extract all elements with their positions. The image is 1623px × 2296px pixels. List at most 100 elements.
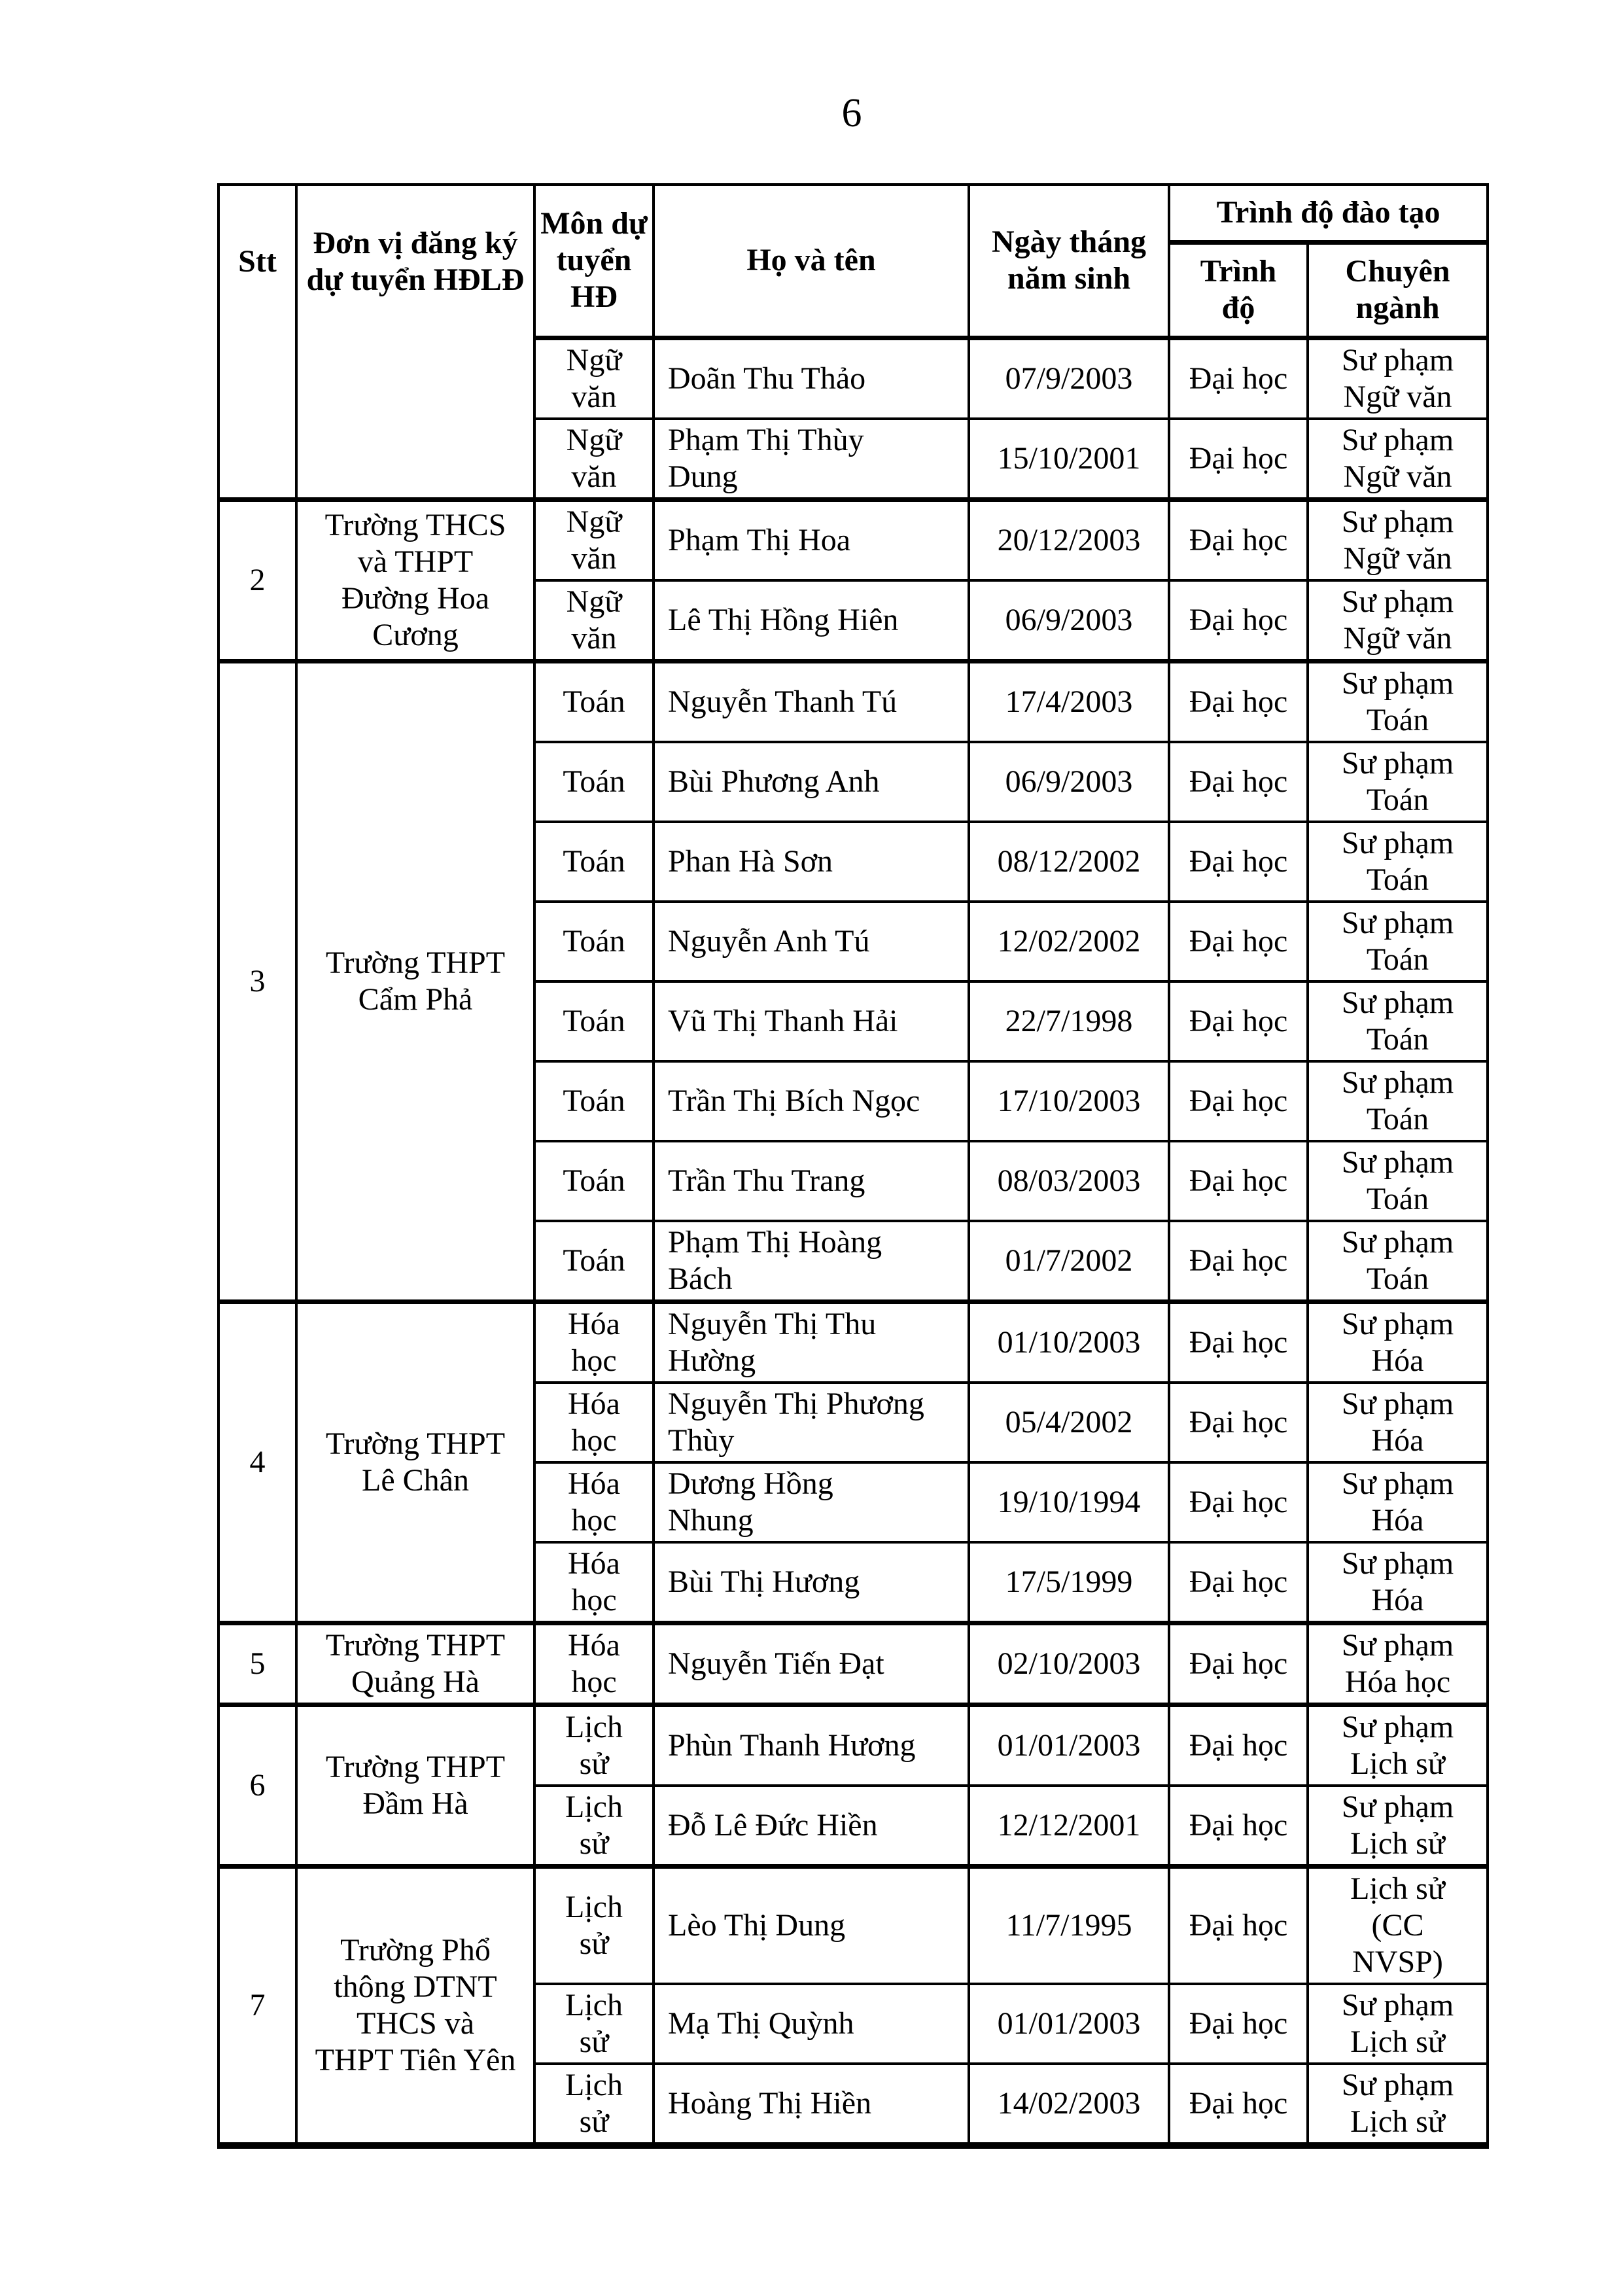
table-row: Toán Nguyễn Anh Tú 12/02/2002 Đại học Sư phạ… xyxy=(218,900,1490,983)
major-cell: Sư phạm Toán xyxy=(1306,1139,1490,1222)
table-row: Toán Phạm Thị Hoàng Bách 01/7/2002 Đại học S… xyxy=(218,1219,1490,1303)
table-row: Lịch sử Hoàng Thị Hiền 14/02/2003 Đại học Sư… xyxy=(218,2062,1490,2147)
level-cell: Đại học xyxy=(1168,1620,1309,1706)
major-cell: Sư phạm Toán xyxy=(1306,820,1490,903)
major-cell: Sư phạm Ngữ văn xyxy=(1306,497,1490,582)
dob-cell: 01/01/2003 xyxy=(968,1702,1170,1787)
subject-cell: Lịch sử xyxy=(533,1863,655,1985)
dob-cell: 01/01/2003 xyxy=(968,1982,1170,2065)
table-row: Hóa học Dương Hồng Nhung 19/10/1994 Đại học… xyxy=(218,1460,1490,1544)
table-row: Ngữ văn Lê Thị Hồng Hiên 06/9/2003 Đại học S… xyxy=(218,578,1490,662)
stt-cell: 5 xyxy=(217,1620,298,1706)
name-cell: Phùn Thanh Hương xyxy=(652,1702,970,1787)
major-cell: Sư phạm Ngữ văn xyxy=(1306,417,1490,501)
table-row: Toán Trần Thị Bích Ngọc 17/10/2003 Đại học S… xyxy=(218,1059,1490,1142)
name-cell: Nguyễn Thanh Tú xyxy=(652,658,970,743)
stt-cell: 2 xyxy=(217,497,298,662)
table-body: Ngữ văn Doãn Thu Thảo 07/9/2003 Đại học Sư p… xyxy=(217,336,1490,2147)
major-cell: Sư phạm Ngữ văn xyxy=(1306,578,1490,662)
stt-cell: 6 xyxy=(217,1702,298,1867)
unit-cell: Trường THPT Cẩm Phả xyxy=(295,658,536,1303)
name-cell: Mạ Thị Quỳnh xyxy=(652,1982,970,2065)
dob-cell: 22/7/1998 xyxy=(968,980,1170,1063)
table-row: 6 Trường THPT Đầm Hà Lịch sử Phùn Thanh Hươ… xyxy=(217,1702,1490,1867)
level-cell: Đại học xyxy=(1168,1139,1309,1222)
dob-cell: 11/7/1995 xyxy=(968,1863,1170,1985)
header-level: Trình độ xyxy=(1168,241,1309,340)
major-cell: Sư phạm Hóa xyxy=(1306,1460,1490,1544)
level-cell: Đại học xyxy=(1168,1863,1309,1985)
level-cell: Đại học xyxy=(1168,900,1309,983)
name-cell: Nguyễn Thị Thu Hường xyxy=(652,1299,970,1384)
major-cell: Sư phạm Hóa học xyxy=(1306,1620,1490,1706)
subject-cell: Hóa học xyxy=(533,1540,655,1624)
name-cell: Nguyễn Anh Tú xyxy=(652,900,970,983)
level-cell: Đại học xyxy=(1168,2062,1309,2147)
level-cell: Đại học xyxy=(1168,1059,1309,1142)
level-cell: Đại học xyxy=(1168,336,1309,420)
table-row: 3 Trường THPT Cẩm Phả Toán Nguyễn Thanh Tú 1… xyxy=(217,658,1490,1303)
subject-cell: Ngữ văn xyxy=(533,417,655,501)
name-cell: Lê Thị Hồng Hiên xyxy=(652,578,970,662)
table-row: Toán Phan Hà Sơn 08/12/2002 Đại học Sư phạm … xyxy=(218,820,1490,903)
level-cell: Đại học xyxy=(1168,1982,1309,2065)
dob-cell: 06/9/2003 xyxy=(968,740,1170,823)
level-cell: Đại học xyxy=(1168,658,1309,743)
subject-cell: Toán xyxy=(533,1059,655,1142)
name-cell: Bùi Phương Anh xyxy=(652,740,970,823)
subject-cell: Hóa học xyxy=(533,1620,655,1706)
applicants-table: Stt Đơn vị đăng ký dự tuyển HĐLĐ Môn dự … xyxy=(217,183,1490,2149)
table-row: Lịch sử Đỗ Lê Đức Hiền 12/12/2001 Đại học Sư… xyxy=(218,1784,1490,1867)
name-cell: Trần Thị Bích Ngọc xyxy=(652,1059,970,1142)
table-row: 2 Trường THCS và THPT Đường Hoa Cương Ngữ … xyxy=(217,497,1490,662)
table-row: 4 Trường THPT Lê Chân Hóa học Nguyễn Thị Th… xyxy=(217,1299,1490,1624)
table-row: Ngữ văn Doãn Thu Thảo 07/9/2003 Đại học Sư p… xyxy=(217,336,1490,501)
table-header: Stt Đơn vị đăng ký dự tuyển HĐLĐ Môn dự … xyxy=(217,183,1490,340)
major-cell: Lịch sử (CC NVSP) xyxy=(1306,1863,1490,1985)
subject-cell: Hóa học xyxy=(533,1299,655,1384)
subject-cell: Lịch sử xyxy=(533,1702,655,1787)
level-cell: Đại học xyxy=(1168,1381,1309,1464)
unit-cell: Trường THPT Đầm Hà xyxy=(295,1702,536,1867)
subject-cell: Lịch sử xyxy=(533,1982,655,2065)
level-cell: Đại học xyxy=(1168,497,1309,582)
dob-cell: 20/12/2003 xyxy=(968,497,1170,582)
name-cell: Vũ Thị Thanh Hải xyxy=(652,980,970,1063)
dob-cell: 05/4/2002 xyxy=(968,1381,1170,1464)
major-cell: Sư phạm Lịch sử xyxy=(1306,1702,1490,1787)
level-cell: Đại học xyxy=(1168,740,1309,823)
table-row: Lịch sử Mạ Thị Quỳnh 01/01/2003 Đại học Sư p… xyxy=(218,1982,1490,2065)
subject-cell: Toán xyxy=(533,820,655,903)
table-row: Hóa học Bùi Thị Hương 17/5/1999 Đại học Sư p… xyxy=(218,1540,1490,1624)
level-cell: Đại học xyxy=(1168,1540,1309,1624)
level-cell: Đại học xyxy=(1168,1219,1309,1303)
name-cell: Phan Hà Sơn xyxy=(652,820,970,903)
header-row-1: Stt Đơn vị đăng ký dự tuyển HĐLĐ Môn dự … xyxy=(217,183,1490,340)
level-cell: Đại học xyxy=(1168,417,1309,501)
dob-cell: 17/5/1999 xyxy=(968,1540,1170,1624)
unit-cell: Trường THCS và THPT Đường Hoa Cương xyxy=(295,497,536,662)
name-cell: Phạm Thị Hoa xyxy=(652,497,970,582)
header-stt: Stt xyxy=(217,183,298,338)
stt-cell xyxy=(217,338,298,501)
level-cell: Đại học xyxy=(1168,1702,1309,1787)
major-cell: Sư phạm Ngữ văn xyxy=(1306,336,1490,420)
subject-cell: Hóa học xyxy=(533,1460,655,1544)
header-row-2: Trình độ Chuyên ngành xyxy=(218,241,1490,340)
name-cell: Phạm Thị Thùy Dung xyxy=(652,417,970,501)
level-cell: Đại học xyxy=(1168,1460,1309,1544)
major-cell: Sư phạm Toán xyxy=(1306,900,1490,983)
level-cell: Đại học xyxy=(1168,1299,1309,1384)
header-name: Họ và tên xyxy=(652,183,970,340)
subject-cell: Toán xyxy=(533,740,655,823)
name-cell: Phạm Thị Hoàng Bách xyxy=(652,1219,970,1303)
table-row: 5 Trường THPT Quảng Hà Hóa học Nguyễn Tiến … xyxy=(217,1620,1490,1706)
dob-cell: 12/02/2002 xyxy=(968,900,1170,983)
subject-cell: Toán xyxy=(533,980,655,1063)
major-cell: Sư phạm Toán xyxy=(1306,740,1490,823)
unit-cell: Trường THPT Lê Chân xyxy=(295,1299,536,1624)
level-cell: Đại học xyxy=(1168,578,1309,662)
major-cell: Sư phạm Toán xyxy=(1306,1059,1490,1142)
subject-cell: Lịch sử xyxy=(533,1784,655,1867)
